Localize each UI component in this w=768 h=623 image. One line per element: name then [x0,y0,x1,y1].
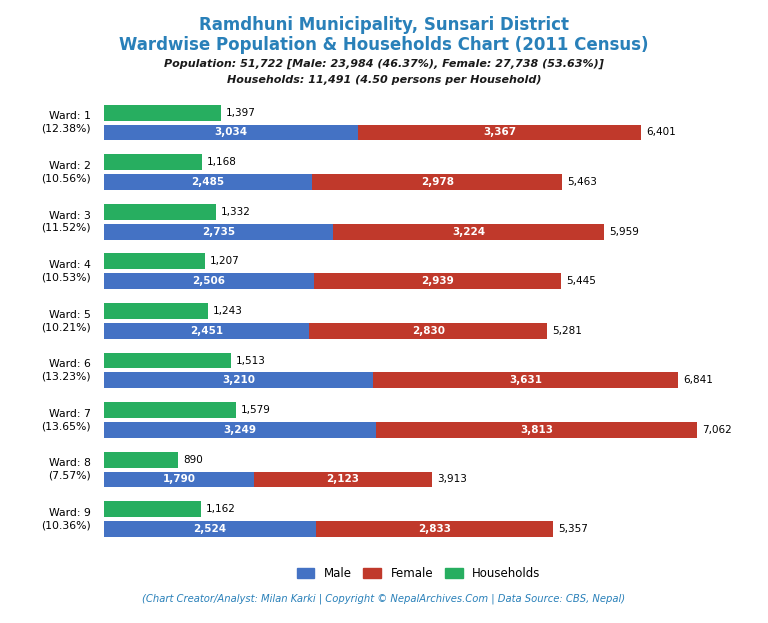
Text: 1,332: 1,332 [220,207,250,217]
Text: 3,224: 3,224 [452,227,485,237]
Bar [104,155,202,170]
Text: Ward: 6
(13.23%): Ward: 6 (13.23%) [41,359,91,382]
Text: (Chart Creator/Analyst: Milan Karki | Copyright © NepalArchives.Com | Data Sourc: (Chart Creator/Analyst: Milan Karki | Co… [142,593,626,604]
Text: Ward: 2
(10.56%): Ward: 2 (10.56%) [41,161,91,183]
Bar [104,472,254,487]
Text: 3,210: 3,210 [222,375,255,386]
Text: 5,463: 5,463 [568,177,598,187]
Text: Ward: 9
(10.36%): Ward: 9 (10.36%) [41,508,91,530]
Text: 5,445: 5,445 [566,276,596,286]
Bar [104,224,333,240]
Text: 2,939: 2,939 [421,276,454,286]
Bar [359,125,641,140]
Bar [310,323,547,339]
Bar [314,273,561,289]
Text: 1,790: 1,790 [162,475,195,485]
Text: Ward: 4
(10.53%): Ward: 4 (10.53%) [41,260,91,282]
Bar [104,353,230,368]
Bar [104,254,205,269]
Bar [313,174,562,190]
Text: Ward: 3
(11.52%): Ward: 3 (11.52%) [41,211,91,233]
Text: 5,959: 5,959 [609,227,639,237]
Bar [316,521,554,537]
Text: 890: 890 [184,455,204,465]
Text: 5,357: 5,357 [558,524,588,534]
Text: Ward: 5
(10.21%): Ward: 5 (10.21%) [41,310,91,332]
Text: 1,162: 1,162 [207,504,237,514]
Text: 3,034: 3,034 [214,128,247,138]
Bar [104,174,313,190]
Text: 2,833: 2,833 [418,524,451,534]
Text: 3,249: 3,249 [223,425,257,435]
Text: 2,506: 2,506 [193,276,225,286]
Text: 1,397: 1,397 [226,108,256,118]
Bar [376,422,697,438]
Bar [104,502,201,517]
Text: 3,367: 3,367 [483,128,516,138]
Text: 3,813: 3,813 [520,425,553,435]
Bar [104,204,216,220]
Bar [373,373,678,388]
Text: Households: 11,491 (4.50 persons per Household): Households: 11,491 (4.50 persons per Hou… [227,75,541,85]
Bar [104,402,237,418]
Text: 2,830: 2,830 [412,326,445,336]
Bar [104,273,314,289]
Text: Ramdhuni Municipality, Sunsari District: Ramdhuni Municipality, Sunsari District [199,16,569,34]
Text: 6,841: 6,841 [684,375,713,386]
Text: Population: 51,722 [Male: 23,984 (46.37%), Female: 27,738 (53.63%)]: Population: 51,722 [Male: 23,984 (46.37%… [164,59,604,69]
Text: 2,735: 2,735 [202,227,235,237]
Text: Wardwise Population & Households Chart (2011 Census): Wardwise Population & Households Chart (… [119,36,649,54]
Text: 3,631: 3,631 [509,375,542,386]
Bar [104,373,373,388]
Bar [104,323,310,339]
Text: 2,451: 2,451 [190,326,223,336]
Text: 1,243: 1,243 [213,306,243,316]
Text: 6,401: 6,401 [646,128,676,138]
Text: 1,579: 1,579 [241,405,271,415]
Text: 2,485: 2,485 [191,177,224,187]
Text: 1,168: 1,168 [207,157,237,167]
Text: 2,978: 2,978 [421,177,454,187]
Text: Ward: 8
(7.57%): Ward: 8 (7.57%) [48,459,91,481]
Text: 3,913: 3,913 [437,475,467,485]
Legend: Male, Female, Households: Male, Female, Households [292,562,545,584]
Bar [104,521,316,537]
Bar [104,303,208,319]
Text: 7,062: 7,062 [702,425,731,435]
Text: 1,513: 1,513 [236,356,266,366]
Bar [104,452,178,468]
Bar [254,472,432,487]
Text: 5,281: 5,281 [552,326,582,336]
Text: Ward: 7
(13.65%): Ward: 7 (13.65%) [41,409,91,431]
Bar [104,125,359,140]
Text: 2,524: 2,524 [193,524,227,534]
Bar [104,105,221,121]
Text: 2,123: 2,123 [326,475,359,485]
Text: 1,207: 1,207 [210,256,240,267]
Bar [104,422,376,438]
Text: Ward: 1
(12.38%): Ward: 1 (12.38%) [41,112,91,134]
Bar [333,224,604,240]
